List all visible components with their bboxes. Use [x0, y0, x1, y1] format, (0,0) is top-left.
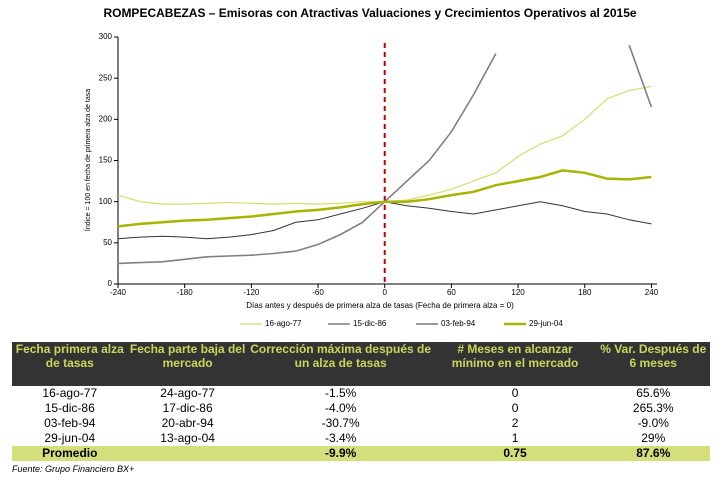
header-cell: # Meses en alcanzar mínimo en el mercado: [433, 342, 597, 386]
table-cell: -30.7%: [321, 416, 360, 430]
legend-label: 03-feb-94: [441, 319, 476, 328]
table-cell: 0: [511, 401, 519, 415]
x-tick-label: -240: [110, 288, 127, 297]
table-row: 15-dic-86 17-dic-86 -4.0% 0 265.3%: [12, 401, 710, 416]
average-cell: [127, 446, 248, 461]
series-line: [118, 44, 653, 265]
chart: ROMPECABEZAS – Emisoras con Atractivas V…: [83, 6, 659, 328]
y-tick-label: 150: [99, 156, 113, 165]
table-cell: 29%: [641, 431, 666, 445]
x-axis-label: Días antes y después de primera alza de …: [246, 301, 514, 310]
table-cell: 20-abr-94: [161, 416, 214, 430]
table-row: 29-jun-04 13-ago-04 -3.4% 1 29%: [12, 431, 710, 446]
data-table: Fecha primera alza de tasas Fecha parte b…: [12, 342, 710, 461]
table-cell: -3.4%: [324, 431, 357, 445]
table-cell: 03-feb-94: [44, 416, 96, 430]
average-cell: 87.6%: [596, 446, 710, 461]
table-row: 16-ago-77 24-ago-77 -1.5% 0 65.6%: [12, 386, 710, 401]
average-cell: 0.75: [433, 446, 597, 461]
table-cell: 29-jun-04: [44, 431, 96, 445]
x-tick-label: 0: [382, 288, 387, 297]
x-tick-label: 60: [447, 288, 456, 297]
average-cell: -9.9%: [247, 446, 434, 461]
table-cell: 13-ago-04: [160, 431, 215, 445]
y-tick-label: 200: [99, 114, 113, 123]
x-tick-label: 240: [645, 288, 659, 297]
chart-title: ROMPECABEZAS – Emisoras con Atractivas V…: [103, 6, 636, 20]
table-cell: 16-ago-77: [42, 386, 98, 400]
y-tick-label: 0: [108, 279, 113, 288]
legend-label: 29-jun-04: [529, 319, 563, 328]
header-cell: Corrección máxima después de un alza de …: [247, 342, 434, 386]
table-row: 03-feb-94 20-abr-94 -30.7% 2 -9.0%: [12, 416, 710, 431]
average-row: Promedio -9.9% 0.75 87.6%: [12, 446, 710, 461]
x-tick-label: -60: [312, 288, 324, 297]
y-axis-label: Índice = 100 en fecha de primera alza de…: [83, 89, 92, 231]
y-tick-label: 250: [99, 73, 113, 82]
y-tick-label: 300: [99, 32, 113, 41]
header-cell: % Var. Después de 6 meses: [596, 342, 710, 386]
table-cell: 2: [511, 416, 519, 430]
source-note: Fuente: Grupo Financiero BX+: [12, 464, 135, 474]
table-cell: -1.5%: [324, 386, 357, 400]
table-cell: -4.0%: [324, 401, 357, 415]
table-cell: 15-dic-86: [44, 401, 95, 415]
y-tick-label: 100: [99, 197, 113, 206]
header-cell: Fecha parte baja del mercado: [127, 342, 248, 386]
table-cell: 17-dic-86: [162, 401, 213, 415]
table-cell: 265.3%: [632, 401, 674, 415]
table-cell: 24-ago-77: [160, 386, 215, 400]
table-cell: 65.6%: [636, 386, 671, 400]
header-cell: Fecha primera alza de tasas: [12, 342, 128, 386]
table-cell: 0: [511, 386, 519, 400]
x-tick-label: 120: [511, 288, 525, 297]
y-tick-label: 50: [103, 238, 112, 247]
x-tick-label: -180: [177, 288, 194, 297]
series-line: [118, 169, 652, 228]
legend-label: 16-ago-77: [265, 319, 302, 328]
table-cell: -9.0%: [637, 416, 669, 430]
table-cell: 1: [511, 431, 519, 445]
x-tick-label: 180: [578, 288, 592, 297]
plot-lines: [118, 44, 653, 265]
x-tick-label: -120: [243, 288, 260, 297]
legend-label: 15-dic-86: [353, 319, 387, 328]
average-cell: Promedio: [12, 446, 128, 461]
